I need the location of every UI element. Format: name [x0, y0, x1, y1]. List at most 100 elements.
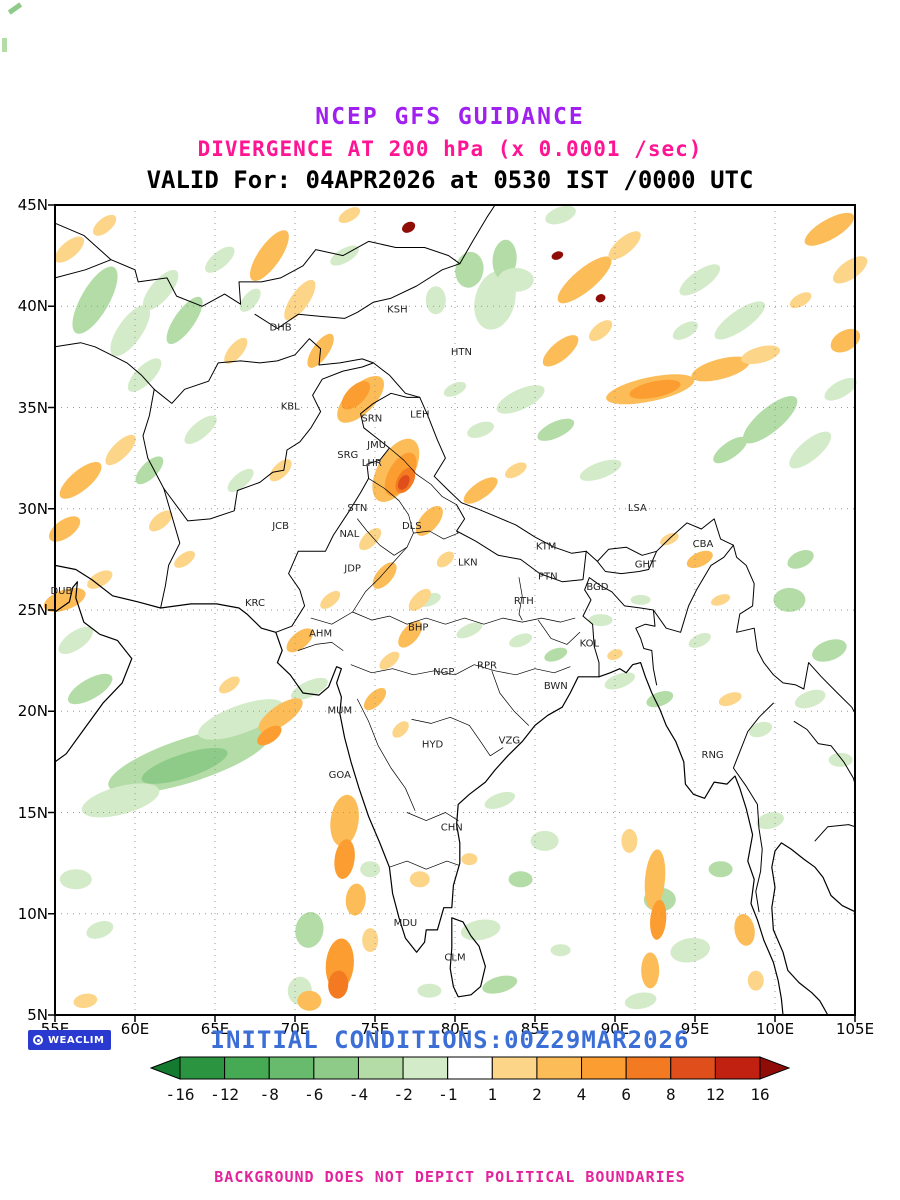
- colorbar-tick-label: -12: [210, 1085, 239, 1104]
- shaded-region: [397, 475, 410, 490]
- station-label: RTH: [514, 596, 534, 607]
- shaded-region: [67, 673, 113, 705]
- shaded-region: [650, 899, 667, 940]
- shaded-region: [688, 632, 711, 648]
- shaded-region: [443, 381, 467, 397]
- colorbar-cell: [625, 1056, 672, 1080]
- shaded-region: [588, 320, 613, 342]
- station-label: BHP: [408, 622, 428, 633]
- colorbar-cell: [224, 1056, 270, 1080]
- shaded-region: [743, 395, 798, 444]
- station-label: KSH: [387, 304, 407, 315]
- shaded-region: [496, 385, 545, 414]
- shaded-region: [787, 550, 814, 569]
- station-label: MDU: [394, 918, 418, 929]
- shaded-region: [408, 588, 431, 611]
- shaded-region: [224, 337, 248, 364]
- shaded-region: [135, 456, 164, 485]
- shaded-region: [86, 920, 114, 939]
- shaded-region: [362, 928, 379, 953]
- shaded-region: [72, 266, 118, 334]
- shaded-region: [461, 853, 478, 866]
- shaded-region: [550, 944, 571, 957]
- station-label: DHB: [270, 323, 292, 334]
- y-axis-label: 35N: [17, 398, 48, 417]
- shaded-region: [218, 676, 240, 694]
- disclaimer-text: BACKGROUND DOES NOT DEPICT POLITICAL BOU…: [214, 1168, 686, 1186]
- station-labels: DHB KSH HTN KBL SRN LEH JMU SRG LHR STN JCB NAL DLS J…: [50, 304, 723, 963]
- shaded-region: [641, 952, 660, 989]
- colorbar-tick-label: -6: [304, 1085, 323, 1104]
- shaded-region: [334, 839, 355, 879]
- shaded-region: [607, 649, 623, 661]
- shaded-region: [360, 861, 381, 878]
- x-axis-label: 60E: [120, 1020, 150, 1038]
- shaded-region: [415, 505, 443, 536]
- colorbar-cell: [357, 1056, 404, 1080]
- shaded-region: [691, 356, 750, 382]
- shaded-region: [436, 551, 454, 568]
- shaded-region: [624, 992, 657, 1010]
- shaded-region: [127, 358, 162, 392]
- shaded-region: [198, 699, 284, 740]
- shaded-region: [372, 562, 397, 589]
- divergence-map: DHB KSH HTN KBL SRN LEH JMU SRG LHR STN JCB NAL DLS J…: [43, 204, 868, 1022]
- shaded-region: [295, 912, 324, 948]
- shaded-region: [239, 288, 261, 312]
- shaded-region: [504, 462, 527, 479]
- shaded-region: [379, 651, 400, 670]
- shaded-region: [672, 321, 699, 340]
- colorbar-tick-label: -8: [260, 1085, 279, 1104]
- shaded-region: [257, 725, 282, 746]
- shaded-region: [630, 594, 651, 605]
- y-axis-label: 25N: [17, 601, 48, 619]
- shaded-region: [148, 510, 173, 532]
- shaded-region: [345, 883, 366, 916]
- station-label: JMU: [366, 440, 386, 451]
- station-label: NGP: [433, 667, 454, 678]
- y-axis-label: 20N: [17, 702, 48, 721]
- station-label: BGD: [586, 582, 608, 593]
- shaded-region: [290, 677, 328, 701]
- station-label: KOL: [580, 638, 600, 649]
- shaded-region: [284, 279, 316, 321]
- station-label: SRG: [337, 450, 358, 461]
- shaded-region: [258, 698, 303, 733]
- shaded-region: [482, 975, 518, 994]
- x-axis-label: 105E: [835, 1020, 875, 1038]
- colorbar-tick-label: -1: [438, 1085, 457, 1104]
- shaded-region: [297, 990, 322, 1011]
- chart-title: NCEP GFS GUIDANCE: [315, 104, 585, 130]
- shaded-region: [402, 221, 416, 233]
- x-axis-label: 95E: [680, 1020, 710, 1038]
- shaded-region: [679, 264, 721, 296]
- station-label: HTN: [451, 347, 472, 358]
- shaded-region: [48, 516, 81, 542]
- shaded-region: [508, 871, 533, 888]
- chart-header: NCEP GFS GUIDANCE DIVERGENCE AT 200 hPa …: [0, 104, 900, 194]
- x-axis-label: 70E: [280, 1020, 310, 1038]
- shaded-region: [359, 528, 382, 551]
- colorbar-tick-label: -4: [349, 1085, 368, 1104]
- station-label: CLM: [444, 952, 465, 963]
- station-label: GHT: [635, 560, 657, 571]
- shaded-region: [551, 251, 564, 260]
- shaded-region: [81, 783, 160, 818]
- station-label: CBA: [693, 539, 714, 550]
- colorbar-tick-label: -16: [166, 1085, 195, 1104]
- colorbar-tick-label: 6: [621, 1085, 631, 1104]
- shaded-region: [184, 415, 217, 445]
- shaded-region: [142, 269, 179, 311]
- colorbar-left-arrow: [150, 1056, 181, 1080]
- shaded-region: [718, 692, 742, 707]
- x-axis-label: 90E: [600, 1020, 630, 1038]
- station-label: SRN: [361, 414, 382, 425]
- station-label: NAL: [339, 529, 359, 540]
- station-label: LKN: [458, 557, 478, 568]
- shaded-region: [530, 830, 559, 851]
- shaded-region: [629, 379, 681, 399]
- colorbar-tick-label: 16: [750, 1085, 769, 1104]
- shaded-region: [828, 752, 853, 767]
- colorbar-tick-label: 4: [577, 1085, 587, 1104]
- y-axis-label: 45N: [17, 196, 48, 214]
